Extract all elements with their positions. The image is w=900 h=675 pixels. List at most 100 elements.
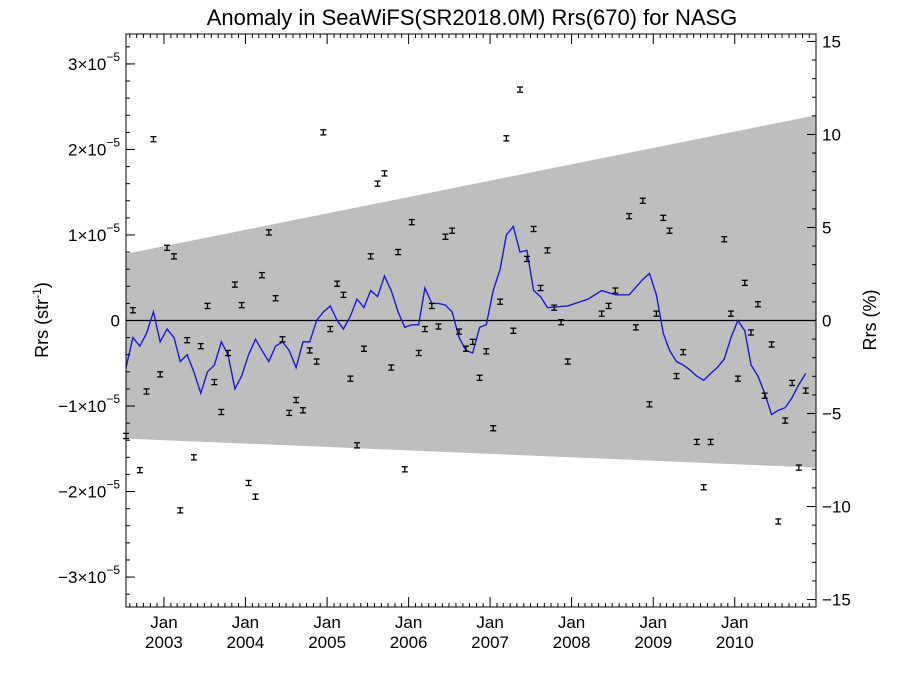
data-point — [300, 407, 307, 414]
x-tick-year-label: 2008 — [553, 633, 591, 652]
x-tick-month-label: Jan — [476, 613, 503, 632]
data-point — [516, 86, 523, 93]
left-axis-tick-labels: −3×10−5−2×10−5−1×10−501×10−52×10−53×10−5 — [58, 50, 120, 587]
data-point — [225, 349, 232, 357]
x-tick-year-label: 2005 — [308, 633, 346, 652]
x-tick-month-label: Jan — [395, 613, 422, 632]
x-axis-tick-labels: Jan2003Jan2004Jan2005Jan2006Jan2007Jan20… — [145, 613, 754, 652]
data-point — [700, 484, 707, 491]
left-tick-label: 2×10−5 — [68, 135, 120, 159]
right-axis-tick-labels: −15 −10 −5 0 5 10 15 — [822, 32, 851, 609]
left-tick-mantissa: 1×10 — [68, 226, 106, 245]
data-point — [143, 388, 150, 395]
data-point — [564, 358, 571, 365]
data-point — [367, 253, 374, 260]
data-point — [558, 318, 565, 326]
y-axis-label-left-close: ) — [32, 282, 52, 288]
chart-title: Anomaly in SeaWiFS(SR2018.0M) Rrs(670) f… — [207, 5, 738, 30]
data-point — [129, 307, 136, 314]
data-point — [327, 325, 334, 333]
data-point — [184, 336, 191, 344]
data-point — [680, 348, 687, 356]
data-point — [782, 417, 789, 424]
data-point — [408, 218, 415, 226]
data-point — [721, 236, 728, 243]
data-point — [340, 291, 347, 299]
data-point — [286, 409, 293, 417]
anomaly-points — [123, 86, 809, 525]
left-tick-label: −3×10−5 — [58, 563, 120, 587]
data-point — [789, 379, 796, 387]
data-point — [360, 345, 367, 352]
data-point — [660, 214, 667, 222]
data-point — [673, 372, 680, 380]
data-point — [802, 387, 809, 394]
data-point — [775, 518, 782, 525]
data-point — [218, 408, 225, 416]
right-tick-label: 15 — [822, 32, 841, 51]
data-point — [415, 349, 422, 357]
left-tick-label: 1×10−5 — [68, 221, 120, 245]
data-point — [510, 327, 517, 334]
data-point — [136, 466, 143, 474]
data-point — [435, 323, 442, 330]
left-tick-label: −1×10−5 — [58, 392, 120, 416]
data-point — [754, 301, 761, 308]
x-tick-month-label: Jan — [721, 613, 748, 632]
data-point — [653, 310, 660, 317]
data-point — [157, 371, 164, 378]
data-point — [483, 348, 490, 355]
data-point — [639, 197, 646, 204]
data-point — [646, 401, 653, 408]
right-tick-label: 5 — [822, 218, 831, 237]
left-tick-mantissa: 3×10 — [68, 55, 106, 74]
data-point — [469, 338, 476, 346]
data-point — [421, 325, 428, 333]
data-point — [428, 302, 435, 310]
data-point — [741, 279, 748, 287]
data-point — [537, 284, 544, 292]
data-point — [727, 310, 734, 317]
data-point — [164, 244, 171, 252]
left-tick-label: 3×10−5 — [68, 50, 120, 74]
data-point — [211, 378, 218, 386]
data-point — [395, 248, 402, 256]
data-point — [381, 170, 388, 177]
left-tick-exponent: −5 — [106, 221, 120, 235]
data-point — [252, 493, 259, 500]
x-tick-year-label: 2004 — [227, 633, 265, 652]
x-tick-year-label: 2010 — [716, 633, 754, 652]
data-point — [150, 135, 157, 143]
data-point — [456, 328, 463, 335]
data-point — [170, 253, 177, 260]
y-axis-label-left-text: Rrs (str — [32, 299, 52, 358]
x-tick-year-label: 2007 — [471, 633, 509, 652]
x-tick-month-label: Jan — [313, 613, 340, 632]
data-point — [632, 324, 639, 331]
right-tick-label: −5 — [822, 405, 841, 424]
data-point — [334, 280, 341, 287]
data-point — [795, 464, 802, 471]
x-tick-month-label: Jan — [640, 613, 667, 632]
data-point — [768, 341, 775, 348]
left-tick-mantissa: −1×10 — [58, 397, 106, 416]
data-point — [197, 342, 204, 350]
left-tick-exponent: −5 — [106, 478, 120, 492]
data-point — [306, 347, 313, 354]
left-tick-mantissa: 2×10 — [68, 140, 106, 159]
data-point — [320, 129, 327, 136]
data-point — [761, 392, 768, 399]
data-point — [245, 479, 252, 487]
data-point — [530, 225, 537, 233]
left-tick-mantissa: −2×10 — [58, 483, 106, 502]
y-axis-label-left: Rrs (str-1) — [30, 282, 52, 358]
data-point — [497, 298, 504, 305]
y-axis-label-left-exponent: -1 — [30, 288, 44, 299]
data-point — [313, 358, 320, 365]
plot-area — [123, 86, 816, 525]
x-tick-month-label: Jan — [150, 613, 177, 632]
right-tick-label: −10 — [822, 498, 851, 517]
data-point — [388, 364, 395, 371]
data-point — [204, 302, 211, 310]
